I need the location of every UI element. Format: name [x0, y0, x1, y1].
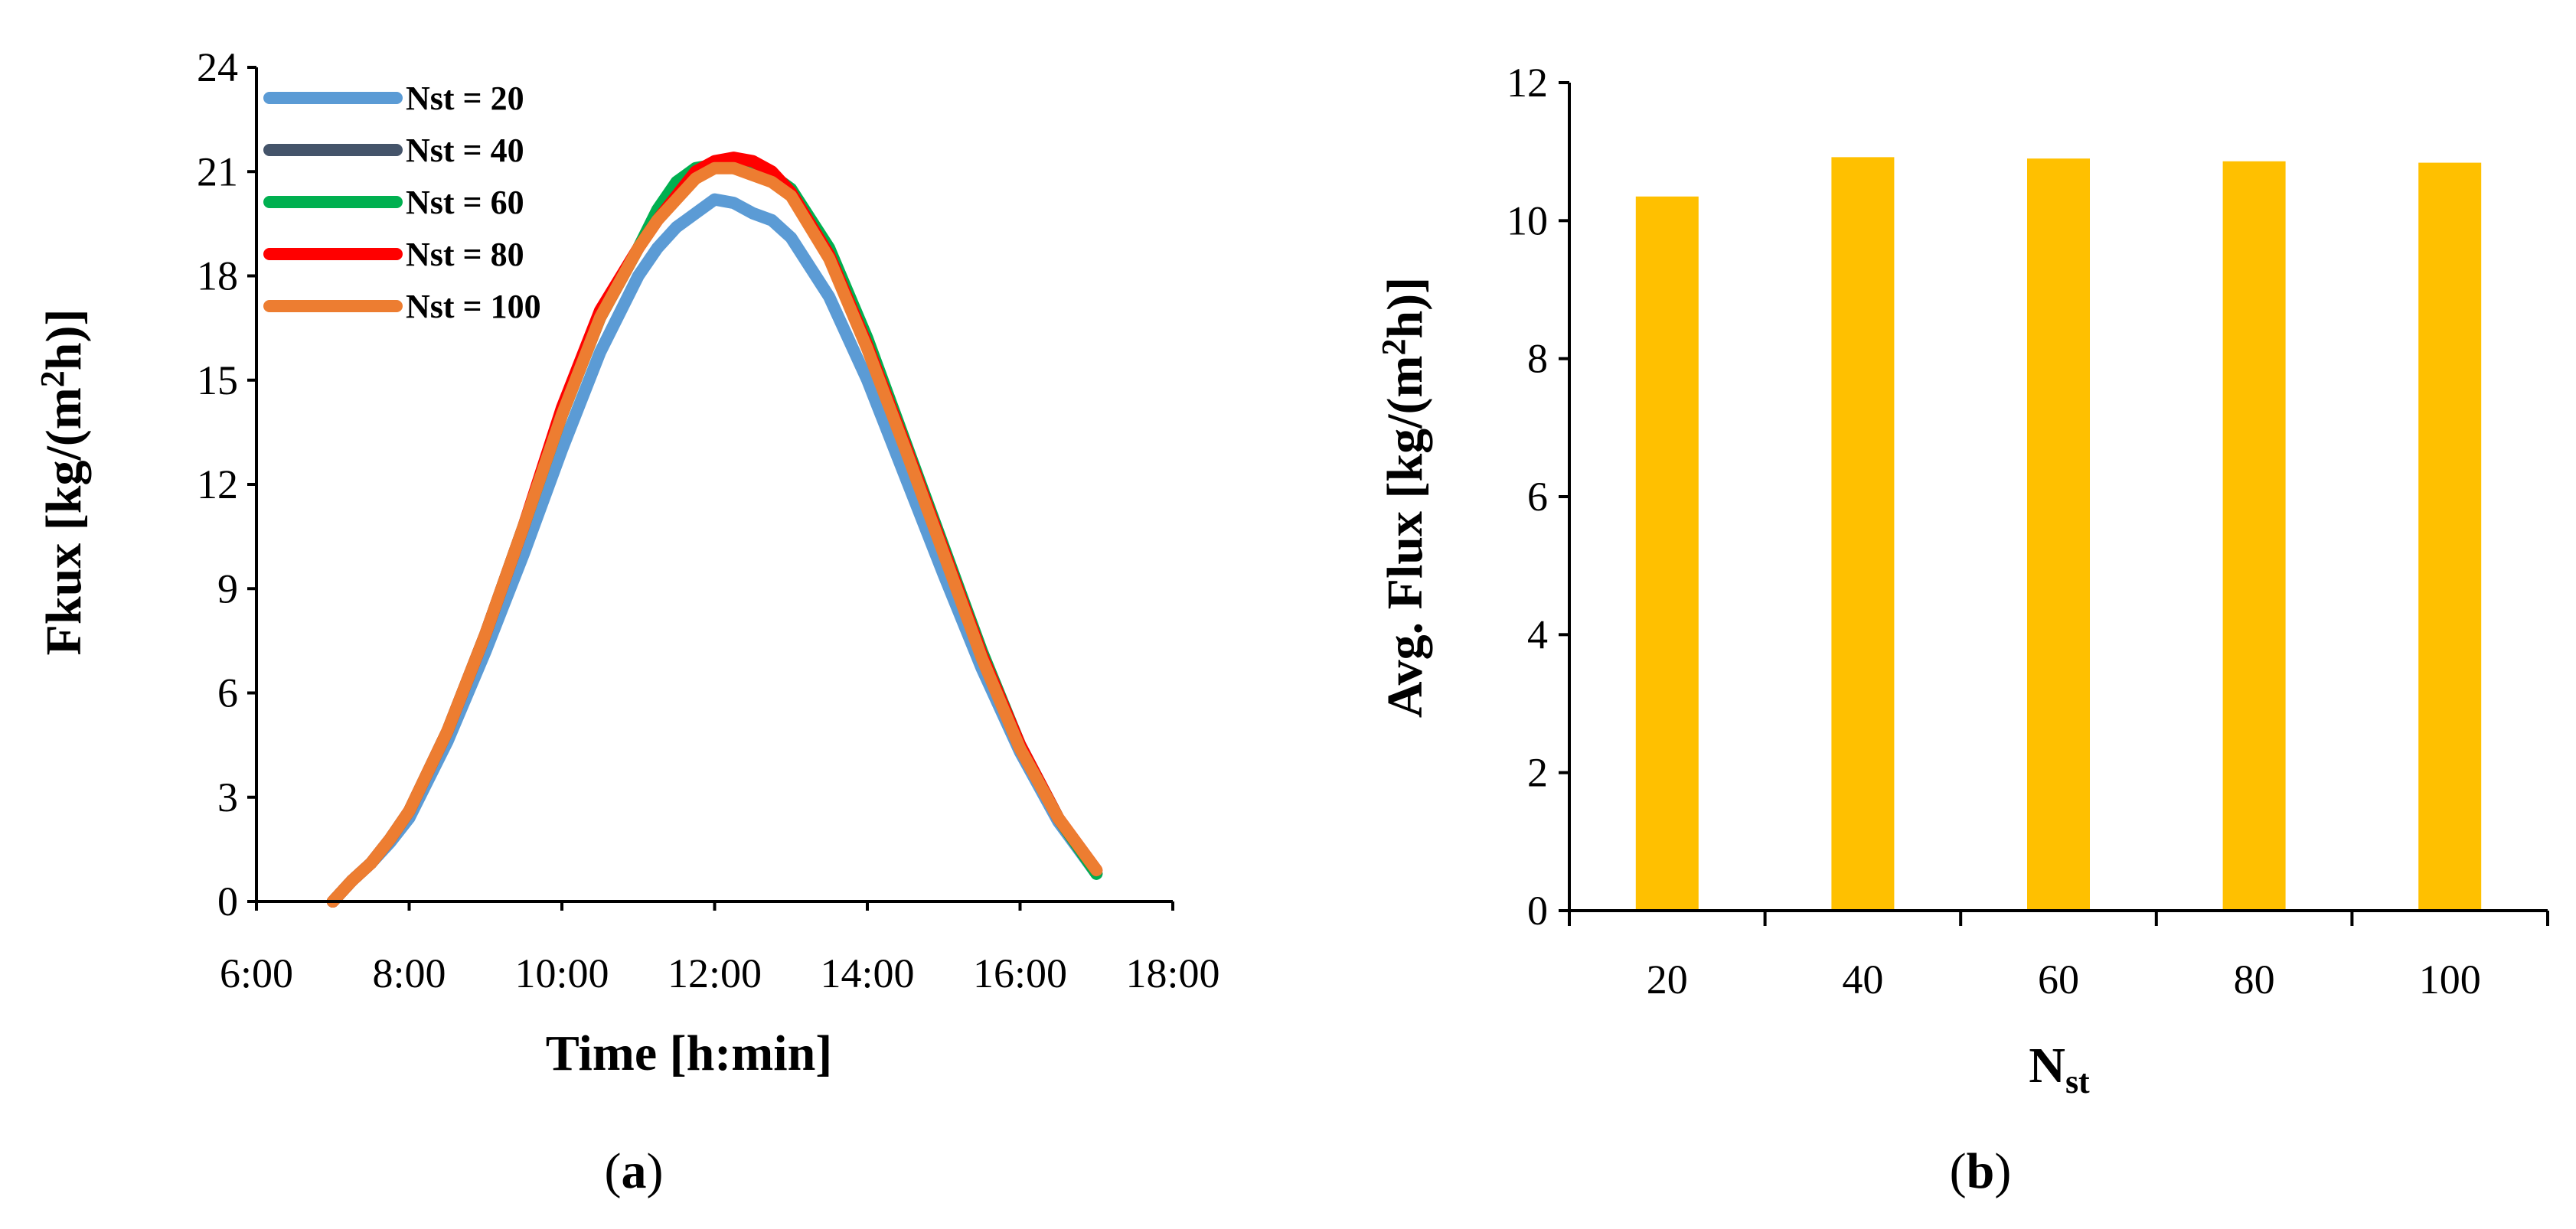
series-line [326, 158, 1103, 908]
y-axis-title-superscript: 2 [1375, 339, 1412, 356]
x-tick-label: 16:00 [973, 950, 1067, 996]
bar [1831, 157, 1895, 911]
legend: Nst = 20 Nst = 40 Nst = 60 Nst = 80 Nst = 10… [263, 80, 541, 325]
y-tick-label: 0 [1527, 888, 1548, 934]
x-tick-label: 12:00 [668, 950, 762, 996]
y-tick-label: 12 [197, 461, 238, 507]
y-tick-label: 3 [217, 774, 238, 820]
y-tick-label: 8 [1527, 336, 1548, 382]
x-tick-label: 8:00 [372, 950, 446, 996]
bars [1635, 157, 2482, 911]
panel-a-letter: a [622, 1143, 647, 1199]
y-tick-label: 6 [217, 670, 238, 716]
panel-b-letter: b [1967, 1143, 1995, 1199]
panel-b-caption: (b) [1950, 1143, 2012, 1199]
y-axis-title: Avg. Flux [kg/(m2h)] [1375, 277, 1433, 718]
bar [2418, 162, 2482, 911]
legend-label: Nst = 100 [406, 288, 541, 325]
bar [1635, 196, 1699, 911]
x-axis-title: Nst [2029, 1038, 2090, 1100]
panel-a-caption: (a) [605, 1143, 664, 1199]
y-axis-title-text-end: h)] [1377, 277, 1433, 339]
x-tick-label: 10:00 [514, 950, 609, 996]
x-tick-label: 6:00 [220, 950, 293, 996]
x-tick-label: 20 [1647, 957, 1688, 1002]
axes: 0 2 4 6 8 10 12 20 40 60 80 100 [1507, 60, 2549, 1002]
legend-label: Nst = 60 [406, 184, 524, 221]
y-tick-label: 0 [217, 879, 238, 924]
x-tick-label: 100 [2419, 957, 2481, 1002]
bar [2222, 161, 2286, 911]
legend-label: Nst = 20 [406, 80, 524, 117]
x-axis-title-text: N [2029, 1038, 2065, 1094]
x-tick-label: 14:00 [820, 950, 914, 996]
y-tick-label: 10 [1507, 197, 1548, 243]
y-axis-title-text: Fkux [kg/(m [36, 387, 92, 655]
series-line [326, 161, 1103, 908]
x-tick-label: 60 [2038, 957, 2079, 1002]
series-lines [326, 152, 1103, 908]
bar [2027, 158, 2090, 911]
y-tick-label: 2 [1527, 750, 1548, 796]
series-line [326, 158, 1103, 908]
axes: 0 3 6 9 12 15 18 21 24 6:00 8:00 10:00 12:00 14:00 16:… [197, 44, 1220, 996]
y-tick-label: 21 [197, 148, 238, 194]
y-tick-label: 4 [1527, 611, 1548, 657]
y-axis-title-text: Avg. Flux [kg/(m [1377, 356, 1433, 719]
y-tick-label: 6 [1527, 474, 1548, 520]
x-tick-label: 40 [1842, 957, 1883, 1002]
line-chart-panel: 0 3 6 9 12 15 18 21 24 6:00 8:00 10:00 12:00 14:00 16:… [34, 44, 1220, 1199]
x-tick-label: 18:00 [1125, 950, 1219, 996]
legend-label: Nst = 40 [406, 132, 524, 169]
x-tick-label: 80 [2234, 957, 2275, 1002]
y-tick-label: 9 [217, 566, 238, 611]
y-axis-title-text-end: h)] [36, 309, 92, 371]
y-tick-label: 18 [197, 253, 238, 299]
x-axis-title-subscript: st [2065, 1063, 2090, 1100]
y-axis-title: Fkux [kg/(m2h)] [34, 309, 92, 656]
bar-chart-panel: 0 2 4 6 8 10 12 20 40 60 80 100 Nst Avg. Flux [kg/(… [1375, 60, 2549, 1199]
y-axis-title-superscript: 2 [34, 370, 71, 387]
x-axis-title: Time [h:min] [546, 1025, 833, 1081]
y-tick-label: 24 [197, 44, 238, 90]
y-tick-label: 12 [1507, 60, 1548, 106]
legend-label: Nst = 80 [406, 236, 524, 273]
y-tick-label: 15 [197, 357, 238, 403]
